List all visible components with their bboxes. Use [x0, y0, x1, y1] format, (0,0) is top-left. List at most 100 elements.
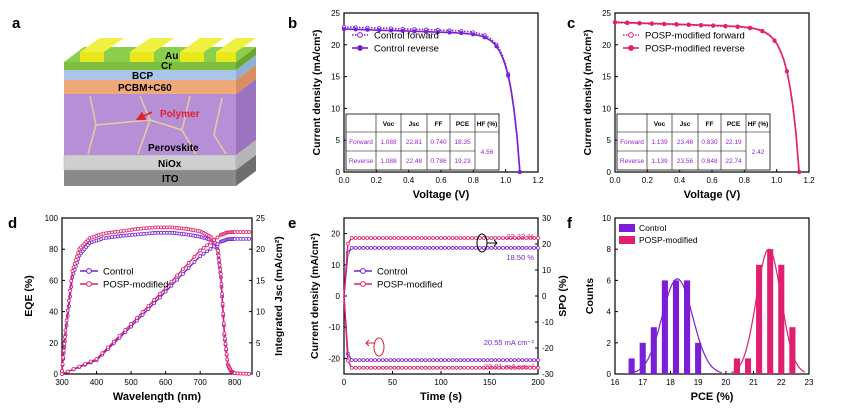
series-point — [392, 245, 397, 250]
chart-b-jv-control: 0.0 0.2 0.4 0.6 0.8 1.0 1.2 0 5 10 15 20 25 Voltage (… — [311, 9, 544, 201]
table-header: Jsc — [680, 121, 691, 128]
series-point — [493, 365, 498, 370]
jv-point — [400, 28, 405, 33]
histogram-bar — [684, 280, 691, 374]
jv-point — [784, 69, 789, 74]
jv-point — [412, 29, 417, 34]
table-header: PCE — [727, 121, 741, 128]
series-point — [123, 328, 128, 332]
histogram-bar — [733, 358, 740, 374]
gaussian-fit — [731, 248, 806, 374]
series-point — [477, 358, 482, 363]
chart-f-histogram: 16 17 18 19 20 21 22 23 0 2 4 6 8 10 PCE (%) Counts Cont… — [584, 214, 814, 403]
table-cell: 22.74 — [725, 158, 742, 165]
series-point — [392, 236, 397, 240]
series-point — [388, 236, 393, 240]
series-point — [431, 365, 436, 370]
series-point — [62, 341, 67, 346]
series-point — [201, 245, 206, 250]
jv-point — [760, 28, 765, 33]
series-point — [411, 365, 416, 370]
x-axis-title: Voltage (V) — [684, 189, 741, 201]
jv-point — [494, 44, 499, 49]
y-tick-label: 20 — [331, 230, 340, 239]
series-point — [508, 358, 513, 363]
chart-c-jv-posp: 0.0 0.2 0.4 0.6 0.8 1.0 1.2 0 5 10 15 20 25 Voltage (… — [582, 9, 815, 201]
series-point — [419, 365, 424, 370]
series-point — [134, 316, 139, 320]
table-header: HF (%) — [748, 121, 769, 128]
series-point — [423, 245, 428, 250]
jv-point — [698, 22, 703, 27]
series-point — [474, 358, 478, 363]
label-niox: NiOx — [158, 159, 182, 170]
jv-point — [797, 169, 802, 174]
y-tick-label: 0 — [336, 292, 341, 301]
y2-tick-label: 30 — [542, 214, 551, 223]
series-point — [365, 365, 370, 370]
series-point — [69, 279, 74, 283]
series-point — [466, 358, 471, 363]
series-point — [349, 365, 354, 370]
table-cell: 23.56 — [677, 158, 694, 165]
table-hf: 2.42 — [752, 149, 765, 156]
panel-e-letter: e — [288, 215, 296, 232]
series-point — [408, 236, 412, 240]
series-point — [439, 236, 443, 240]
series-point — [345, 358, 350, 363]
x-axis-title: Wavelength (nm) — [113, 391, 202, 403]
series-point — [60, 372, 64, 376]
series-point — [219, 282, 224, 286]
jv-point — [637, 20, 642, 25]
series-point — [520, 245, 525, 250]
series-point — [88, 359, 93, 364]
series-point — [431, 358, 436, 363]
x-tick-label: 0.4 — [674, 176, 686, 185]
y-tick-label: 0 — [607, 168, 612, 177]
series-point — [157, 292, 162, 296]
table-frame — [616, 113, 771, 171]
series-point — [223, 341, 228, 346]
series-point — [474, 365, 478, 370]
annotation-posp-current: 23.01 mA cm⁻² — [484, 362, 535, 371]
series-point — [396, 365, 401, 370]
device-schematic: a Au Cr — [12, 15, 256, 186]
y-tick-label: 15 — [602, 73, 611, 82]
series-point — [72, 261, 77, 266]
niox-layer — [63, 154, 237, 171]
series-point — [361, 365, 366, 370]
series-point — [524, 365, 529, 370]
series-point — [373, 358, 377, 363]
series-point — [462, 236, 467, 240]
label-au: Au — [165, 51, 178, 62]
histogram-bar — [778, 264, 785, 374]
series-point — [505, 245, 509, 250]
jv-point — [674, 22, 679, 27]
jv-point — [447, 30, 452, 35]
x-tick-label: 700 — [194, 378, 208, 387]
series-point — [215, 242, 220, 247]
series-point — [419, 358, 424, 363]
y-tick-label: 4 — [607, 308, 612, 317]
series-point — [384, 236, 389, 240]
series-point — [536, 245, 540, 250]
x-tick-label: 19 — [694, 378, 703, 387]
table-cell: 1.088 — [380, 158, 397, 165]
y2-tick-label: 25 — [256, 214, 265, 223]
series-point — [520, 365, 525, 370]
legend-marker — [86, 281, 92, 287]
data-table: Voc Jsc FF PCE HF (%) Forward 1.139 23.48 0.830 2… — [616, 113, 771, 171]
jv-point — [748, 25, 753, 30]
jv-point — [613, 20, 618, 25]
series-point — [129, 322, 133, 326]
series-point — [532, 358, 537, 363]
series-point — [431, 245, 436, 250]
chart-d-eqe: 300 400 500 600 700 800020406080100Wavelength… — [23, 214, 285, 403]
series-point — [76, 250, 81, 255]
series-point — [377, 236, 381, 240]
y-tick-label: 25 — [331, 9, 340, 18]
series-point — [208, 240, 213, 245]
table-cell: 22.48 — [406, 158, 423, 165]
table-cell: Forward — [620, 139, 644, 146]
